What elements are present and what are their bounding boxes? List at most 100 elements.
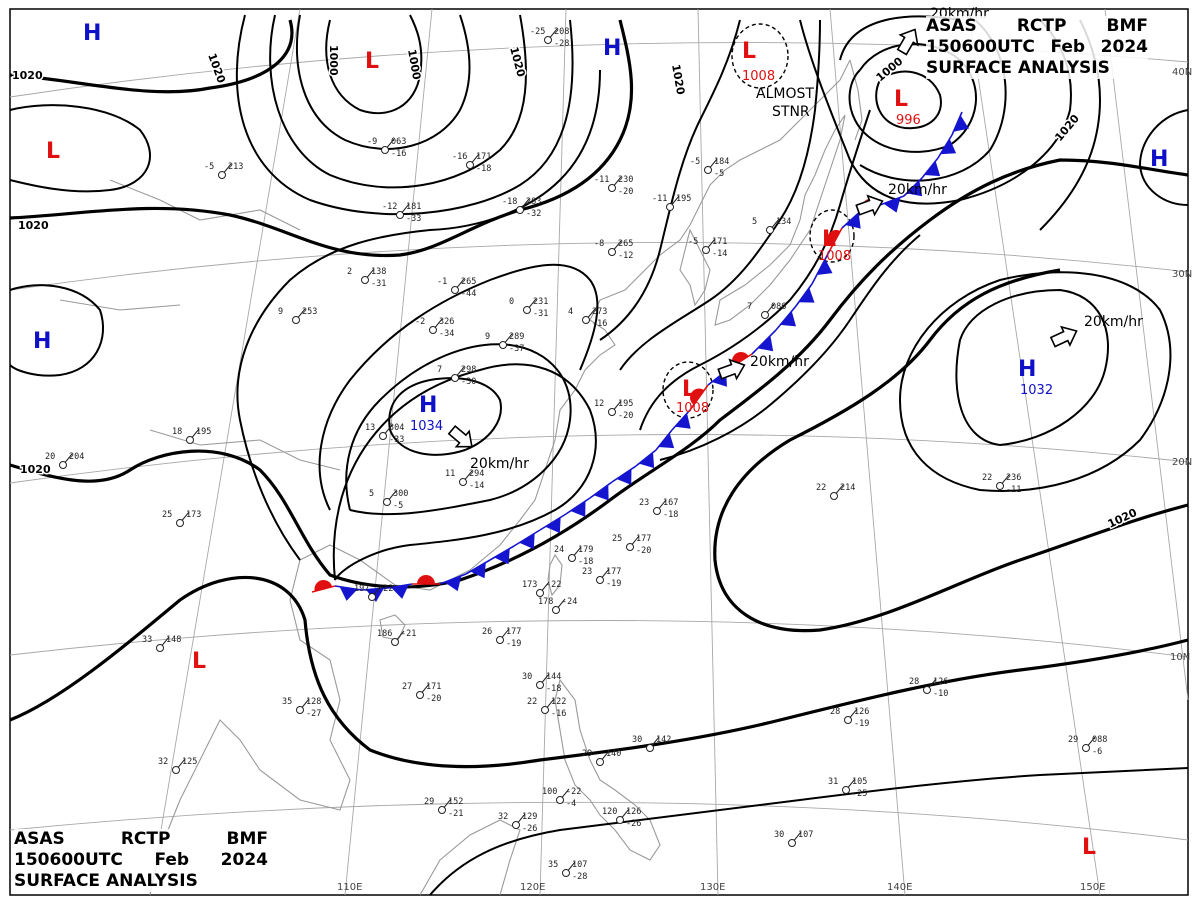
station-pressure: 213: [228, 162, 243, 172]
korea-coastline: [679, 228, 711, 307]
isobar-1020-west: [9, 19, 634, 258]
longitude-label: 110E: [337, 882, 362, 893]
station-circle-icon: [996, 482, 1004, 490]
low-pressure-marker: L: [682, 377, 696, 402]
station-pressure: 204: [69, 452, 84, 462]
warm-front-semicircle: [690, 388, 705, 405]
station-circle-icon: [496, 636, 504, 644]
isobar-label: 1020: [12, 69, 43, 82]
station-dewpoint: -33: [406, 214, 421, 224]
station-plot: 22 236 -11: [982, 473, 1021, 495]
station-temperature: -11: [594, 175, 609, 185]
station-plot: 0 231 -31: [509, 297, 548, 319]
station-pressure: 086: [771, 302, 786, 312]
low-pressure-marker: L: [742, 39, 756, 64]
station-pressure: 171: [476, 152, 491, 162]
motion-speed-label: 20km/hr: [750, 354, 809, 370]
latitude-line-30n: [9, 242, 1189, 291]
isobar-1016-b: [619, 19, 821, 371]
station-plots: -25 208-28-9 063-16 -16 171-18-12 181-33-18 28…: [45, 27, 1107, 882]
station-circle-icon: [556, 796, 564, 804]
isobar-1016-a: [236, 69, 601, 561]
station-temperature: 30: [774, 830, 784, 840]
station-pressure: 236: [1006, 473, 1021, 483]
station-plot: 27 171 -20: [402, 682, 441, 704]
main-front: [311, 111, 969, 602]
station-plot: 173 -22: [522, 580, 561, 597]
station-circle-icon: [842, 786, 850, 794]
station-pressure: 171: [426, 682, 441, 692]
station-pressure: 107: [572, 860, 587, 870]
isobar-1028-east-a: [899, 271, 1172, 492]
station-plot: 7 086: [747, 302, 786, 319]
station-temperature: 30: [522, 672, 532, 682]
station-pressure: 177: [606, 567, 621, 577]
station-dewpoint: -20: [426, 694, 441, 704]
longitude-line-140e: [829, 8, 906, 896]
station-temperature: 31: [828, 777, 838, 787]
station-temperature: -5: [204, 162, 214, 172]
cold-front-triangle: [940, 138, 957, 155]
station-pressure: 107: [798, 830, 813, 840]
station-pressure: -24: [562, 597, 577, 607]
station-pressure: 126: [626, 807, 641, 817]
station-plot: 35 128 -27: [282, 697, 321, 719]
station-circle-icon: [499, 341, 507, 349]
station-plot: -5 184 -5: [690, 157, 729, 179]
footer-year: 2024: [220, 850, 268, 870]
station-pressure: 179: [578, 545, 593, 555]
station-temperature: 0: [509, 297, 514, 307]
station-dewpoint: -18: [578, 557, 593, 567]
header-bottom-line2: 150600UTC Feb 2024: [14, 850, 268, 871]
warm-front-semicircle: [417, 575, 435, 584]
longitude-line-120e: [539, 8, 567, 896]
high-pressure-marker: H: [1150, 147, 1168, 172]
station-pressure: 177: [636, 534, 651, 544]
station-temperature: 20: [45, 452, 55, 462]
isobar-1024-east-a: [955, 288, 1109, 447]
footer-agency: ASAS: [14, 829, 65, 849]
station-circle-icon: [516, 206, 524, 214]
station-plot: 23 167 -18: [639, 498, 678, 520]
header-year: 2024: [1100, 37, 1148, 57]
center-pressure-value: 996: [896, 113, 921, 128]
station-pressure: 283: [526, 197, 541, 207]
station-circle-icon: [562, 869, 570, 877]
motion-speed-label: 20km/hr: [1084, 314, 1143, 330]
station-plot: 22 214: [816, 483, 855, 500]
header-bottom: ASAS RCTP BMF 150600UTC Feb 2024 SURFACE…: [14, 829, 268, 892]
station-circle-icon: [438, 806, 446, 814]
motion-speed-label: 20km/hr: [888, 182, 947, 198]
station-circle-icon: [429, 326, 437, 334]
isobar-1004-north-a: [325, 14, 423, 115]
isobar-1016-c: [659, 234, 921, 461]
cold-front-triangle: [545, 517, 561, 534]
station-temperature: 29: [424, 797, 434, 807]
isobar-1020-main: [9, 158, 1189, 589]
latitude-label: 30N: [1172, 269, 1192, 280]
isobar-1020-north: [9, 19, 294, 94]
isobar-1024-a: [332, 363, 597, 581]
center-pressure-value: 1008: [742, 69, 775, 84]
station-temperature: 7: [437, 365, 442, 375]
station-plot: -18 283 -32: [502, 197, 541, 219]
station-plot: 29 088 -6: [1068, 735, 1107, 757]
station-dewpoint: -18: [663, 510, 678, 520]
station-temperature: 186: [377, 629, 392, 639]
cold-front-triangle: [816, 259, 833, 275]
center-pressure-value: 1008: [818, 249, 851, 264]
cold-front-triangle: [444, 575, 462, 592]
header-top-line3: SURFACE ANALYSIS: [926, 58, 1148, 79]
station-temperature: -2: [415, 317, 425, 327]
station-plot: 2 138 -31: [347, 267, 386, 289]
station-plot: 197 -22: [354, 584, 393, 601]
motion-arrow-icon: [717, 358, 746, 381]
motion-arrow-icon: [447, 425, 473, 448]
station-pressure: 265: [618, 239, 633, 249]
station-plot: -8 265 -12: [594, 239, 633, 261]
latitude-line-10n: [9, 620, 1189, 658]
station-temperature: 27: [402, 682, 412, 692]
station-temperature: 22: [527, 697, 537, 707]
station-plot: 178 -24: [538, 597, 577, 614]
